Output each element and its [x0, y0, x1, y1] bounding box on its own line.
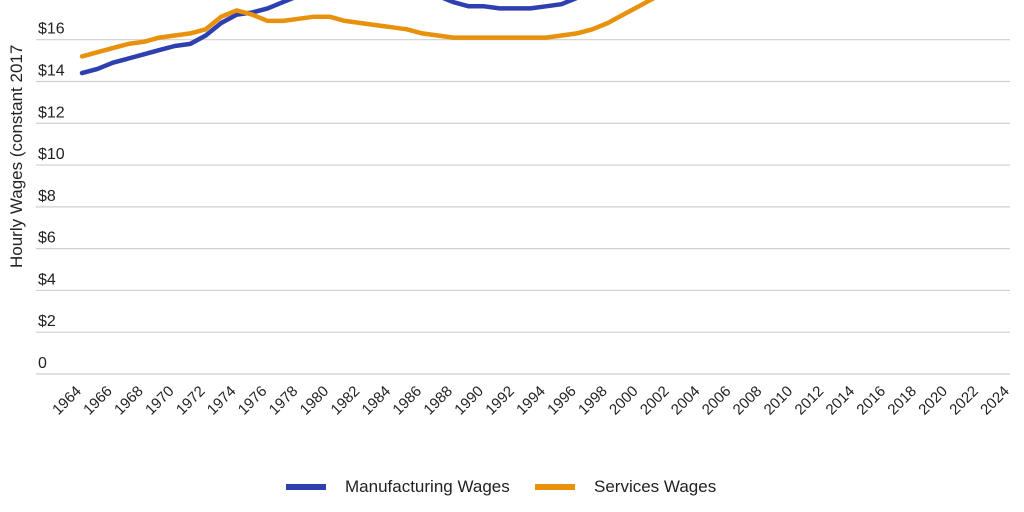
x-tick-label: 1990: [451, 383, 487, 419]
x-axis-ticks: 1964196619681970197219741976197819801982…: [49, 383, 1013, 419]
y-axis-label: Hourly Wages (constant 2017: [7, 45, 26, 268]
x-tick-label: 2012: [792, 383, 828, 419]
legend-label: Services Wages: [594, 477, 716, 496]
x-tick-label: 1998: [575, 383, 611, 419]
legend-swatch: [286, 484, 326, 490]
y-tick-label: $10: [38, 146, 65, 163]
x-tick-label: 1996: [544, 383, 580, 419]
legend-label: Manufacturing Wages: [345, 477, 510, 496]
legend-swatch: [535, 484, 575, 490]
x-tick-label: 2022: [946, 383, 982, 419]
x-tick-label: 1974: [204, 383, 240, 419]
x-tick-label: 1978: [266, 383, 302, 419]
x-tick-label: 1986: [389, 383, 425, 419]
x-tick-label: 2004: [668, 383, 704, 419]
y-tick-label: $4: [38, 271, 56, 288]
x-tick-label: 1968: [111, 383, 147, 419]
x-tick-label: 2010: [761, 383, 797, 419]
x-tick-label: 1992: [482, 383, 518, 419]
x-tick-label: 1972: [173, 383, 209, 419]
gridlines: [36, 39, 1010, 375]
x-tick-label: 1970: [142, 383, 178, 419]
x-tick-label: 2006: [699, 383, 735, 419]
x-tick-label: 2000: [606, 383, 642, 419]
x-tick-label: 2018: [884, 383, 920, 419]
x-tick-label: 2016: [853, 383, 889, 419]
series-line-services: [79, 0, 656, 59]
x-tick-label: 1984: [359, 383, 395, 419]
series-lines: [79, 0, 656, 76]
y-tick-label: $8: [38, 188, 56, 205]
series-line-manufacturing: [79, 0, 578, 76]
y-tick-label: $6: [38, 230, 56, 247]
y-tick-label: $16: [38, 21, 65, 38]
x-tick-label: 2014: [823, 383, 859, 419]
legend: Manufacturing Wages Services Wages: [286, 477, 716, 496]
x-tick-label: 1976: [235, 383, 271, 419]
x-tick-label: 1988: [420, 383, 456, 419]
x-tick-label: 1966: [80, 383, 116, 419]
y-tick-label: $2: [38, 313, 56, 330]
x-tick-label: 1964: [49, 383, 85, 419]
x-tick-label: 2008: [730, 383, 766, 419]
y-axis-ticks: 0 $2 $4 $6 $8 $10 $12 $14 $16: [38, 21, 65, 372]
x-tick-label: 1980: [297, 383, 333, 419]
x-tick-label: 2020: [915, 383, 951, 419]
x-tick-label: 2002: [637, 383, 673, 419]
x-tick-label: 2024: [977, 383, 1013, 419]
x-tick-label: 1982: [328, 383, 364, 419]
y-tick-label: $14: [38, 62, 65, 79]
y-tick-label: 0: [38, 355, 47, 372]
y-tick-label: $12: [38, 104, 65, 121]
x-tick-label: 1994: [513, 383, 549, 419]
